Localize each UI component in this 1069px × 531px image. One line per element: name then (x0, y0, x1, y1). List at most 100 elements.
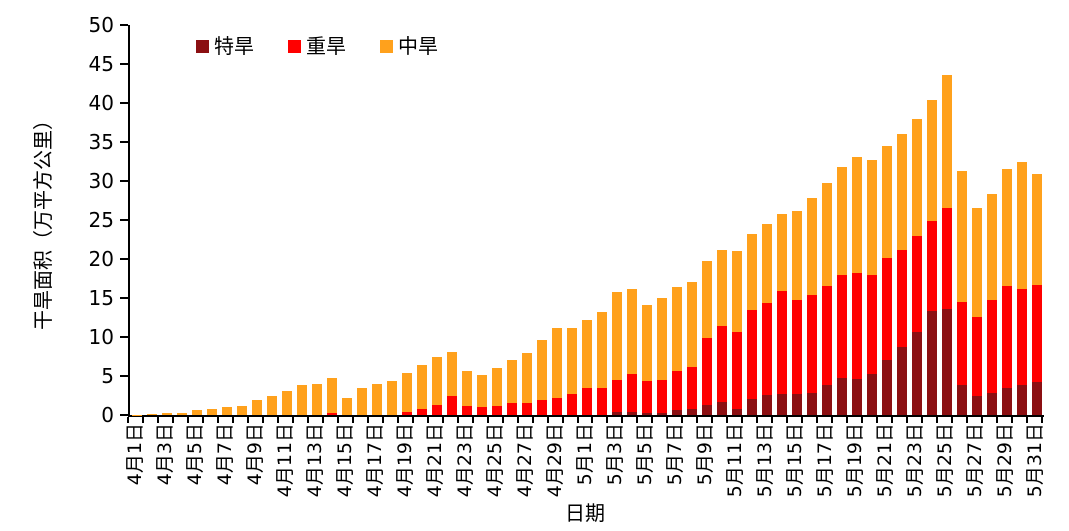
x-tick (186, 417, 189, 423)
x-tick (471, 417, 474, 423)
x-tick (741, 417, 744, 423)
bar-segment-中旱 (611, 291, 622, 380)
bar-segment-重旱 (881, 258, 892, 360)
x-tick-label: 5月13日 (753, 423, 776, 498)
x-tick-label: 4月21日 (424, 423, 447, 498)
x-tick-label: 4月17日 (364, 423, 387, 498)
bar-segment-中旱 (267, 396, 278, 415)
bar-segment-中旱 (162, 413, 173, 415)
bar-segment-中旱 (626, 289, 637, 374)
x-tick (366, 417, 369, 423)
x-tick-label: 5月21日 (873, 423, 896, 498)
bar-segment-重旱 (611, 379, 622, 412)
bar (701, 25, 712, 415)
bar-segment-特旱 (866, 373, 877, 415)
bar-segment-中旱 (177, 412, 188, 415)
bar (641, 25, 652, 415)
x-tick (531, 417, 534, 423)
y-tick-label: 10 (88, 325, 114, 349)
bar-segment-特旱 (791, 393, 802, 415)
y-tick (120, 180, 128, 182)
bar-segment-重旱 (507, 403, 518, 415)
bar-segment-特旱 (956, 384, 967, 415)
legend-swatch-icon (288, 39, 301, 53)
bar (387, 25, 398, 415)
bar-segment-中旱 (776, 213, 787, 291)
bar-segment-重旱 (552, 397, 563, 415)
bar (686, 25, 697, 415)
bar-segment-中旱 (1016, 162, 1027, 289)
bar-segment-重旱 (701, 337, 712, 405)
bar-segment-特旱 (851, 379, 862, 415)
bar (282, 25, 293, 415)
bar (432, 25, 443, 415)
x-tick (1041, 417, 1043, 423)
bar-segment-重旱 (626, 373, 637, 412)
bar (896, 25, 907, 415)
x-tick-label: 4月7日 (214, 423, 237, 486)
bar (821, 25, 832, 415)
bar (1016, 25, 1027, 415)
bar-segment-中旱 (731, 251, 742, 332)
bar-segment-中旱 (926, 99, 937, 221)
bar (671, 25, 682, 415)
y-axis-title: 干旱面积（万平方公里） (31, 110, 55, 330)
bar (582, 25, 592, 415)
y-tick-label: 50 (88, 13, 114, 37)
x-tick (336, 417, 339, 423)
legend: 特旱 重旱 中旱 (196, 35, 438, 57)
x-tick (846, 417, 849, 423)
x-tick (861, 417, 864, 423)
bar-segment-重旱 (746, 309, 757, 400)
x-tick (606, 417, 609, 423)
bar-segment-中旱 (417, 365, 428, 409)
x-tick (396, 417, 399, 423)
x-tick (246, 417, 249, 423)
x-tick (486, 417, 489, 423)
bar-segment-重旱 (417, 408, 428, 415)
y-tick-label: 20 (88, 247, 114, 271)
legend-item: 重旱 (288, 35, 346, 57)
y-tick-label: 25 (88, 208, 114, 232)
y-tick (120, 297, 128, 299)
bar-segment-中旱 (1031, 174, 1042, 285)
bar (252, 25, 263, 415)
bar (132, 25, 143, 415)
x-tick (306, 417, 309, 423)
bar-segment-重旱 (821, 285, 832, 385)
x-tick-label: 5月31日 (1023, 423, 1046, 498)
bar-segment-中旱 (342, 397, 353, 415)
x-tick-label: 4月29日 (544, 423, 567, 498)
x-tick-label: 5月23日 (903, 423, 926, 498)
bar-segment-中旱 (147, 414, 158, 415)
bar-segment-中旱 (596, 312, 607, 388)
bar (836, 25, 847, 415)
x-tick (261, 417, 264, 423)
bar-segment-重旱 (716, 326, 727, 402)
x-tick (381, 417, 384, 423)
x-tick (291, 417, 294, 423)
bar-segment-中旱 (866, 159, 877, 275)
bar (806, 25, 817, 415)
x-tick (966, 417, 969, 423)
x-tick (681, 417, 684, 423)
bar-segment-重旱 (522, 402, 533, 415)
bar-segment-特旱 (716, 401, 727, 415)
x-tick-label: 4月25日 (484, 423, 507, 498)
bar (267, 25, 278, 415)
legend-swatch-icon (380, 39, 393, 53)
bar-segment-中旱 (552, 328, 563, 398)
bar-segment-特旱 (641, 412, 652, 415)
bar-segment-重旱 (477, 407, 488, 415)
bar-segment-特旱 (836, 378, 847, 415)
bar-segment-重旱 (896, 249, 907, 348)
bar-segment-重旱 (641, 381, 652, 413)
y-tick-label: 5 (101, 364, 114, 388)
legend-label: 中旱 (398, 34, 438, 58)
legend-item: 特旱 (196, 35, 254, 57)
x-tick (996, 417, 999, 423)
bar-segment-特旱 (611, 411, 622, 415)
x-tick (231, 417, 234, 423)
bar (177, 25, 188, 415)
